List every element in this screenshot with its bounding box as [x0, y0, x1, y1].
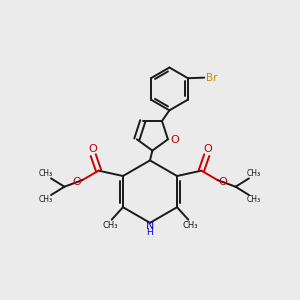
Text: O: O: [170, 135, 179, 145]
Text: O: O: [219, 177, 227, 187]
Text: O: O: [73, 177, 81, 187]
Text: CH₃: CH₃: [247, 195, 261, 204]
Text: N: N: [146, 221, 154, 231]
Text: CH₃: CH₃: [182, 221, 198, 230]
Text: CH₃: CH₃: [39, 169, 53, 178]
Text: CH₃: CH₃: [247, 169, 261, 178]
Text: H: H: [147, 228, 153, 237]
Text: Br: Br: [206, 73, 218, 82]
Text: O: O: [88, 144, 97, 154]
Text: O: O: [203, 144, 212, 154]
Text: CH₃: CH₃: [39, 195, 53, 204]
Text: CH₃: CH₃: [102, 221, 118, 230]
